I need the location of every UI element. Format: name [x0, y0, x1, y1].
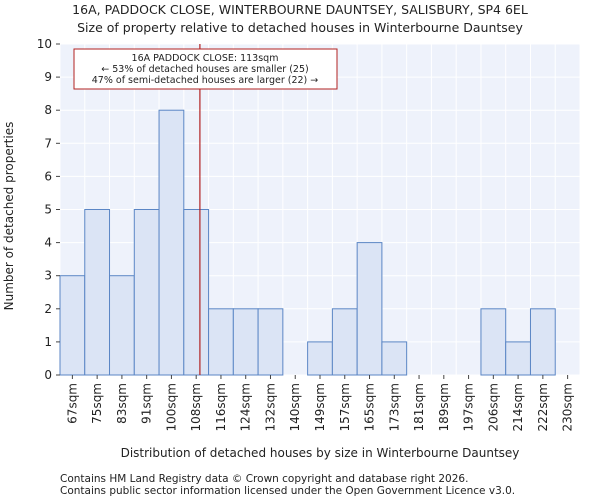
bars — [59, 109, 556, 376]
bar-83sqm — [109, 275, 135, 376]
x-tick-label: 91sqm — [140, 383, 154, 424]
x-tick-label: 230sqm — [561, 383, 575, 431]
bar-149sqm — [307, 341, 333, 376]
y-tick-label: 7 — [44, 136, 52, 150]
x-tick-label: 75sqm — [90, 383, 104, 424]
x-axis-title: Distribution of detached houses by size … — [121, 446, 520, 460]
y-tick-label: 4 — [44, 236, 52, 250]
annotation-line-2: ← 53% of detached houses are smaller (25… — [101, 64, 308, 75]
y-tick-label: 1 — [44, 335, 52, 349]
footer-line-2: Contains public sector information licen… — [60, 485, 515, 497]
x-tick-label: 206sqm — [486, 383, 500, 431]
bar-157sqm — [331, 308, 358, 376]
x-tick-label: 132sqm — [263, 383, 277, 431]
x-tick-label: 173sqm — [387, 383, 401, 431]
y-tick-label: 2 — [44, 302, 52, 316]
x-tick-label: 222sqm — [536, 383, 550, 431]
bar-124sqm — [232, 308, 259, 376]
bar-206sqm — [480, 308, 507, 376]
bar-108sqm — [183, 209, 210, 376]
x-tick-label: 140sqm — [288, 383, 302, 431]
x-tick-label: 165sqm — [363, 383, 377, 431]
y-tick-label: 8 — [44, 103, 52, 117]
x-tick-label: 67sqm — [65, 383, 79, 424]
y-tick-label: 9 — [44, 70, 52, 84]
bar-91sqm — [133, 209, 160, 376]
annotation-line-3: 47% of semi-detached houses are larger (… — [92, 75, 319, 86]
bar-132sqm — [257, 308, 284, 376]
y-tick-label: 6 — [44, 169, 52, 183]
bar-214sqm — [505, 341, 531, 376]
y-axis-title: Number of detached properties — [2, 122, 16, 311]
x-tick-label: 116sqm — [214, 383, 228, 431]
chart-title: 16A, PADDOCK CLOSE, WINTERBOURNE DAUNTSE… — [72, 2, 528, 17]
y-axis-ticks: 0 1 2 3 4 5 6 7 8 9 10 — [37, 37, 60, 382]
x-tick-label: 83sqm — [115, 383, 129, 424]
x-tick-label: 189sqm — [437, 383, 451, 431]
y-tick-label: 0 — [44, 368, 52, 382]
x-axis-ticks: 67sqm 75sqm 83sqm 91sqm 100sqm 108sqm 116sqm 12… — [65, 375, 575, 431]
x-tick-label: 149sqm — [313, 383, 327, 431]
y-tick-label: 10 — [37, 37, 52, 51]
bar-100sqm — [158, 109, 185, 376]
x-tick-label: 197sqm — [462, 383, 476, 431]
x-tick-label: 181sqm — [412, 383, 426, 431]
bar-222sqm — [529, 308, 556, 376]
x-tick-label: 214sqm — [511, 383, 525, 431]
x-tick-label: 124sqm — [239, 383, 253, 431]
bar-75sqm — [84, 209, 111, 376]
bar-67sqm — [59, 275, 86, 376]
annotation-box: 16A PADDOCK CLOSE: 113sqm ← 53% of detac… — [73, 48, 338, 90]
x-tick-label: 157sqm — [338, 383, 352, 431]
bar-173sqm — [381, 341, 408, 376]
x-tick-label: 108sqm — [189, 383, 203, 431]
bar-116sqm — [208, 308, 234, 376]
x-tick-label: 100sqm — [164, 383, 178, 431]
chart-subtitle: Size of property relative to detached ho… — [77, 20, 523, 35]
annotation-line-1: 16A PADDOCK CLOSE: 113sqm — [132, 53, 279, 64]
bar-165sqm — [356, 242, 383, 376]
footer-line-1: Contains HM Land Registry data © Crown c… — [60, 473, 468, 485]
y-tick-label: 5 — [44, 203, 52, 217]
y-tick-label: 3 — [44, 269, 52, 283]
